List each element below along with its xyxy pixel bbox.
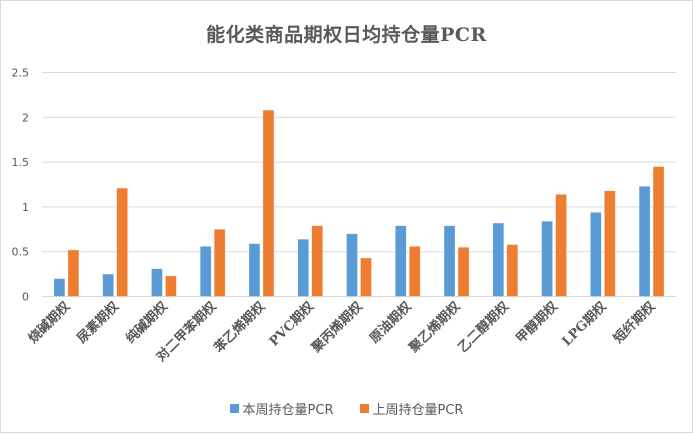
- bar: [248, 243, 261, 297]
- bar: [199, 246, 212, 297]
- legend-swatch-orange: [359, 404, 369, 413]
- category-label: 烧碱期权: [25, 298, 74, 347]
- bar: [53, 278, 66, 297]
- y-tick-label: 0: [22, 291, 29, 304]
- bar: [165, 275, 177, 297]
- bar: [311, 225, 324, 297]
- bar: [346, 233, 358, 297]
- category-label: 乙二醇期权: [455, 298, 513, 356]
- category-label: 短纤期权: [610, 298, 659, 347]
- legend-label: 上周持仓量PCR: [372, 403, 464, 418]
- bar: [394, 225, 407, 297]
- legend-label: 本周持仓量PCR: [242, 403, 334, 418]
- bar: [652, 166, 665, 297]
- bar: [638, 185, 651, 297]
- category-label: LPG期权: [559, 298, 611, 350]
- category-label: 纯碱期权: [123, 298, 172, 347]
- y-tick-label: 2: [22, 111, 29, 124]
- category-label: 聚丙烯期权: [308, 298, 367, 357]
- y-tick-label: 1: [22, 201, 29, 214]
- category-label: 苯乙烯期权: [210, 298, 269, 357]
- bar: [541, 220, 553, 297]
- bar: [297, 238, 310, 297]
- bar: [116, 187, 128, 297]
- y-tick-label: 2.5: [12, 67, 30, 80]
- bar: [67, 249, 80, 297]
- bar: [457, 246, 470, 297]
- category-label: PVC期权: [266, 298, 318, 350]
- bar: [443, 225, 456, 297]
- bar: [360, 257, 372, 297]
- bar: [555, 194, 567, 297]
- bar: [408, 246, 421, 297]
- bar: [506, 244, 519, 297]
- chart-title: 能化类商品期权日均持仓量PCR: [206, 24, 487, 46]
- y-tick-label: 0.5: [12, 246, 30, 259]
- bar: [151, 268, 163, 297]
- bar: [213, 229, 226, 297]
- category-label: 尿素期权: [74, 298, 123, 347]
- bar: [590, 211, 602, 297]
- category-label: 聚乙烯期权: [405, 298, 464, 357]
- legend-item-last-week: 上周持仓量PCR: [359, 399, 464, 418]
- bar: [604, 190, 616, 297]
- legend-item-this-week: 本周持仓量PCR: [229, 399, 334, 418]
- bar: [262, 109, 275, 297]
- category-label: 原油期权: [367, 298, 416, 347]
- legend: 本周持仓量PCR 上周持仓量PCR: [1, 399, 692, 418]
- category-label: 甲醇期权: [513, 298, 562, 347]
- bar: [102, 273, 114, 297]
- legend-swatch-blue: [229, 404, 239, 413]
- bar: [492, 222, 505, 297]
- y-tick-label: 1.5: [12, 156, 30, 169]
